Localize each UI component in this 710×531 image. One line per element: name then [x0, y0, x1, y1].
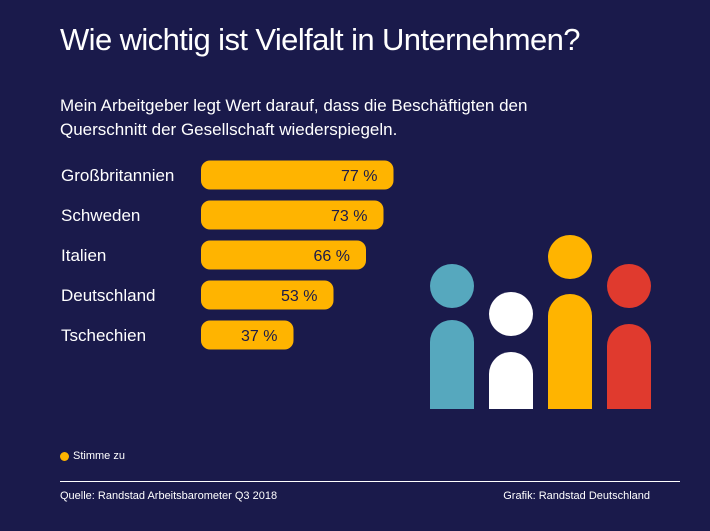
chart-subtitle: Mein Arbeitgeber legt Wert darauf, dass … — [60, 96, 528, 139]
bar — [201, 160, 394, 190]
value-label: 53 % — [281, 288, 317, 305]
person-body-yellow — [548, 294, 592, 409]
category-label: Schweden — [61, 206, 140, 225]
person-head-red — [607, 264, 651, 308]
source-note: Quelle: Randstad Arbeitsbarometer Q3 201… — [60, 490, 278, 502]
category-label: Italien — [61, 246, 106, 265]
chart-title: Wie wichtig ist Vielfalt in Unternehmen? — [60, 22, 581, 57]
value-label: 77 % — [341, 168, 377, 185]
graphic-credit: Grafik: Randstad Deutschland — [503, 490, 650, 502]
legend-label: Stimme zu — [73, 450, 125, 462]
bar — [201, 200, 384, 230]
person-body-red — [607, 324, 651, 409]
legend-swatch — [60, 451, 69, 461]
people-illustration — [430, 235, 651, 409]
person-body-white — [489, 352, 533, 409]
bar — [201, 240, 366, 270]
value-label: 73 % — [331, 208, 367, 225]
value-label: 66 % — [314, 248, 350, 265]
category-label: Tschechien — [61, 326, 146, 345]
legend: Stimme zu — [60, 450, 125, 462]
person-head-white — [489, 292, 533, 336]
value-label: 37 % — [241, 328, 277, 345]
bar — [201, 320, 294, 350]
person-head-yellow — [548, 235, 592, 279]
person-body-blue — [430, 320, 474, 409]
person-head-blue — [430, 264, 474, 308]
category-label: Großbritannien — [61, 166, 174, 185]
footer-divider — [60, 481, 680, 482]
bar — [201, 280, 334, 310]
category-label: Deutschland — [61, 286, 156, 305]
